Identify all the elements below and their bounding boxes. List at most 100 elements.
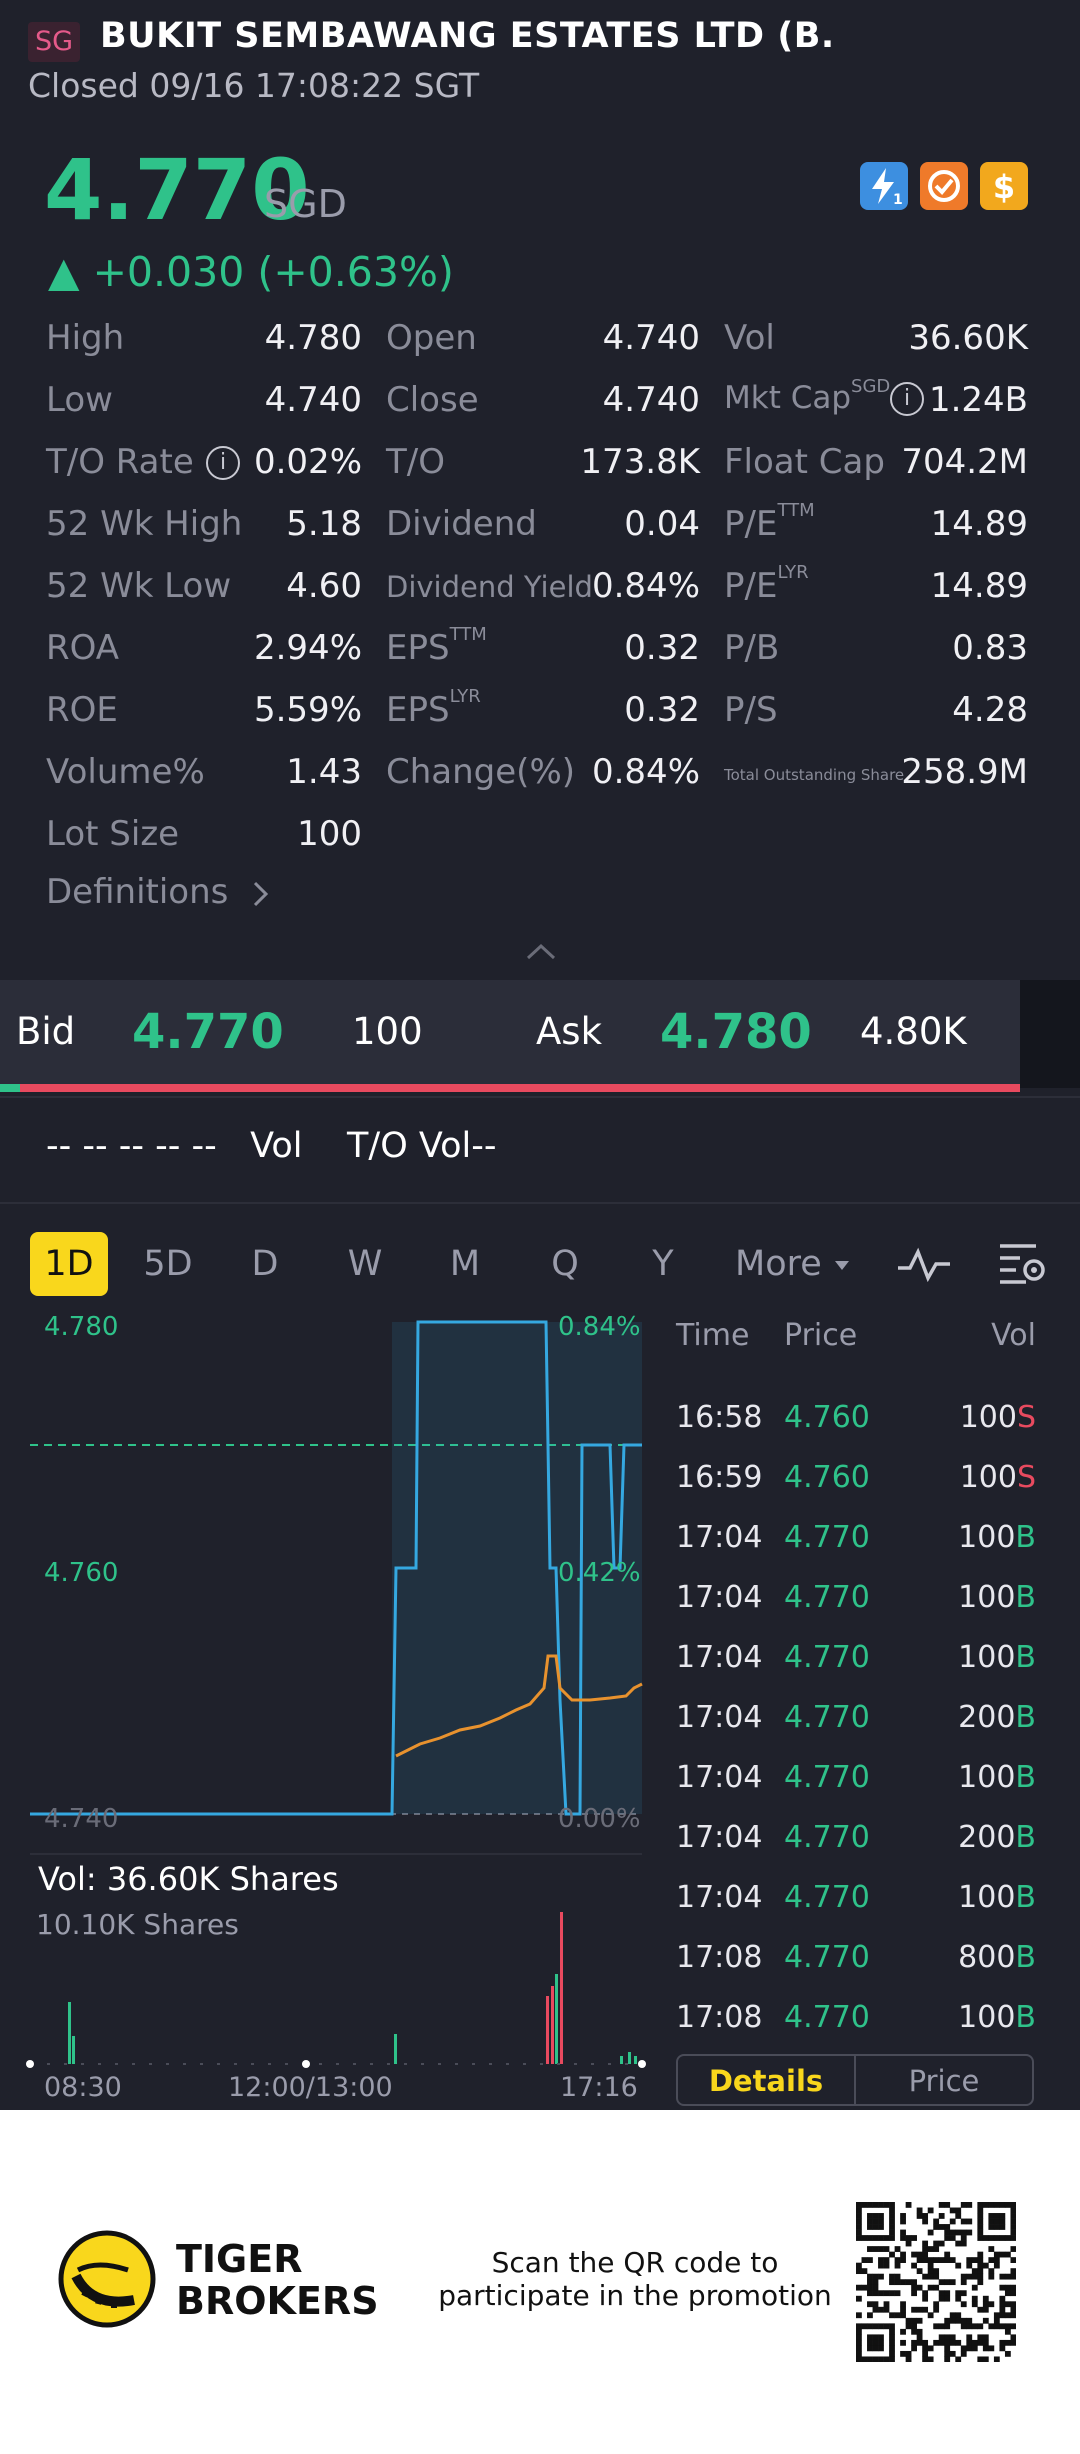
stat-value: 4.60 [286, 566, 362, 606]
stat-value: 258.9M [901, 752, 1028, 792]
chevron-up-icon[interactable] [524, 942, 558, 962]
stat-label: Total Outstanding Share [724, 766, 905, 784]
stat-value: 14.89 [930, 504, 1028, 544]
tab-more[interactable]: More [728, 1232, 858, 1296]
trade-time: 17:04 [676, 1580, 763, 1615]
svg-text:$: $ [993, 168, 1015, 206]
trades-header-price: Price [784, 1318, 858, 1353]
lightning-icon[interactable]: 1 [860, 162, 908, 210]
divider [0, 1202, 1080, 1204]
info-icon[interactable]: i [890, 382, 924, 416]
trade-side: B [1015, 1880, 1036, 1915]
trade-vol-value: 100 [958, 1880, 1016, 1915]
trades-header-vol: Vol [991, 1318, 1036, 1353]
trade-row: 17:04 4.770 100B [676, 1580, 1036, 1640]
stat-label: Open [386, 318, 477, 358]
tab-1d[interactable]: 1D [30, 1232, 108, 1296]
stat-label: Volume% [46, 752, 205, 792]
ask-label: Ask [536, 1010, 603, 1053]
trade-time: 17:04 [676, 1640, 763, 1675]
stat-label: P/ELYR [724, 562, 809, 606]
stat-label: EPSLYR [386, 686, 481, 730]
trade-side: S [1016, 1400, 1036, 1435]
trade-time: 17:08 [676, 2000, 763, 2035]
trade-side: B [1015, 1640, 1036, 1675]
stat-value: 173.8K [580, 442, 700, 482]
definitions-label: Definitions [46, 872, 229, 912]
pct-axis-mid: 0.42% [558, 1558, 641, 1588]
volume-bar [68, 2002, 71, 2064]
stat-label-text: Mkt Cap [724, 380, 852, 416]
stat-label: Vol [724, 318, 775, 358]
trade-price: 4.770 [784, 1880, 870, 1915]
trade-side: B [1015, 1700, 1036, 1735]
brand-line-1: TIGER [176, 2237, 303, 2281]
ask-price: 4.780 [660, 1004, 812, 1060]
promo-line-2: participate in the promotion [438, 2279, 832, 2312]
stock-name: BUKIT SEMBAWANG ESTATES LTD (B. [100, 16, 835, 56]
tiger-brokers-logo [58, 2230, 156, 2328]
dollar-icon[interactable]: $ [980, 162, 1028, 210]
tab-q[interactable]: Q [551, 1244, 579, 1284]
trade-price: 4.770 [784, 1700, 870, 1735]
time-marker [638, 2060, 646, 2068]
trade-price: 4.770 [784, 1520, 870, 1555]
trade-vol-value: 100 [958, 1520, 1016, 1555]
time-marker [26, 2060, 34, 2068]
market-status: Closed 09/16 17:08:22 SGT [28, 66, 480, 105]
volume-info: Vol: 36.60K Shares [38, 1860, 339, 1898]
tab-y[interactable]: Y [652, 1244, 674, 1284]
trade-row: 17:04 4.770 200B [676, 1820, 1036, 1880]
bid-price: 4.770 [132, 1004, 284, 1060]
tab-w[interactable]: W [347, 1244, 383, 1284]
indicator-icon[interactable] [896, 1240, 952, 1288]
stat-value: 0.84% [591, 752, 700, 792]
tab-5d[interactable]: 5D [143, 1244, 193, 1284]
trade-vol: 200B [958, 1700, 1036, 1735]
trade-time: 17:04 [676, 1760, 763, 1795]
tab-more-label: More [735, 1244, 822, 1284]
stat-value: 5.59% [253, 690, 362, 730]
currency: SGD [264, 182, 347, 226]
trade-price: 4.770 [784, 1640, 870, 1675]
stat-sup: TTM [449, 624, 487, 645]
ask-size: 4.80K [860, 1010, 967, 1053]
shield-icon[interactable] [920, 162, 968, 210]
trades-header-time: Time [676, 1318, 750, 1353]
trade-vol-value: 100 [958, 1760, 1016, 1795]
trade-row: 16:58 4.760 100S [676, 1400, 1036, 1460]
trade-row: 17:08 4.770 100B [676, 2000, 1036, 2060]
trade-time: 17:04 [676, 1520, 763, 1555]
stat-sup: SGD [851, 376, 891, 397]
bid-ratio-bar [0, 1084, 20, 1092]
price-tab[interactable]: Price [854, 2054, 1034, 2106]
tab-d[interactable]: D [251, 1244, 279, 1284]
volume-bar [560, 1912, 563, 2064]
stat-label: EPSTTM [386, 624, 487, 668]
stat-label: Low [46, 380, 113, 420]
info-icon[interactable]: i [206, 446, 240, 480]
trade-vol-value: 200 [958, 1700, 1016, 1735]
trade-vol-value: 100 [959, 1400, 1017, 1435]
trades-panel [660, 1300, 1080, 2050]
trade-side: B [1015, 1940, 1036, 1975]
trade-vol-value: 800 [958, 1940, 1016, 1975]
stat-label: High [46, 318, 125, 358]
trade-price: 4.770 [784, 2000, 870, 2035]
chart-settings-icon[interactable] [996, 1236, 1048, 1288]
trade-row: 17:04 4.770 100B [676, 1640, 1036, 1700]
definitions-link[interactable]: Definitions [46, 872, 273, 912]
details-tab[interactable]: Details [676, 2054, 856, 2106]
trade-time: 16:58 [676, 1400, 763, 1435]
price-axis-top: 4.780 [44, 1312, 119, 1342]
stat-label: P/ETTM [724, 500, 815, 544]
tab-m[interactable]: M [449, 1244, 481, 1284]
stat-value: 0.32 [624, 628, 700, 668]
trade-side: B [1015, 2000, 1036, 2035]
pct-axis-low: 0.00% [558, 1804, 641, 1834]
market-badge: SG [28, 22, 80, 62]
bid-label: Bid [16, 1010, 76, 1053]
intraday-chart[interactable] [0, 1300, 660, 2100]
volume-bar [72, 2036, 75, 2064]
stat-sup: LYR [777, 562, 809, 583]
